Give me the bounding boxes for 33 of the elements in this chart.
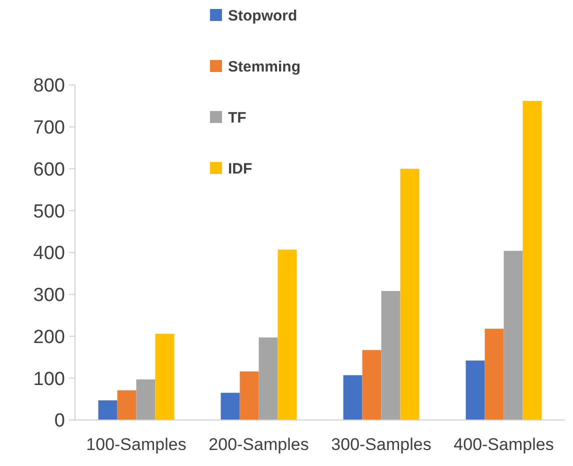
legend-label: TF <box>228 109 246 126</box>
bar <box>155 334 174 420</box>
bar <box>98 400 118 420</box>
bar <box>362 350 382 420</box>
x-tick-label: 400-Samples <box>454 435 554 454</box>
bar <box>136 379 156 420</box>
y-tick-label: 400 <box>33 243 65 264</box>
y-tick-label: 700 <box>33 118 65 139</box>
legend-label: Stemming <box>228 58 301 76</box>
x-tick-label: 200-Samples <box>208 435 309 454</box>
bar <box>381 291 400 420</box>
bar <box>466 360 485 420</box>
y-tick-label: 300 <box>33 285 65 306</box>
y-tick-label: 0 <box>54 410 65 432</box>
y-tick-label: 100 <box>33 368 65 390</box>
y-tick-label: 800 <box>33 76 65 97</box>
legend-label: IDF <box>228 160 252 178</box>
bar <box>117 390 136 420</box>
y-tick-label: 600 <box>33 159 65 180</box>
bar <box>484 328 504 420</box>
bar <box>278 250 297 420</box>
bar <box>504 250 523 420</box>
bar <box>343 375 362 420</box>
bar <box>258 338 278 420</box>
bar <box>522 100 542 420</box>
x-tick-label: 300-Samples <box>331 435 432 454</box>
bar <box>400 168 420 420</box>
bar <box>240 371 259 420</box>
y-tick-label: 500 <box>33 201 65 222</box>
y-tick-label: 200 <box>33 326 65 348</box>
legend-label: Stopword <box>228 7 298 24</box>
bar <box>220 392 240 420</box>
x-tick-label: 100-Samples <box>86 435 186 454</box>
